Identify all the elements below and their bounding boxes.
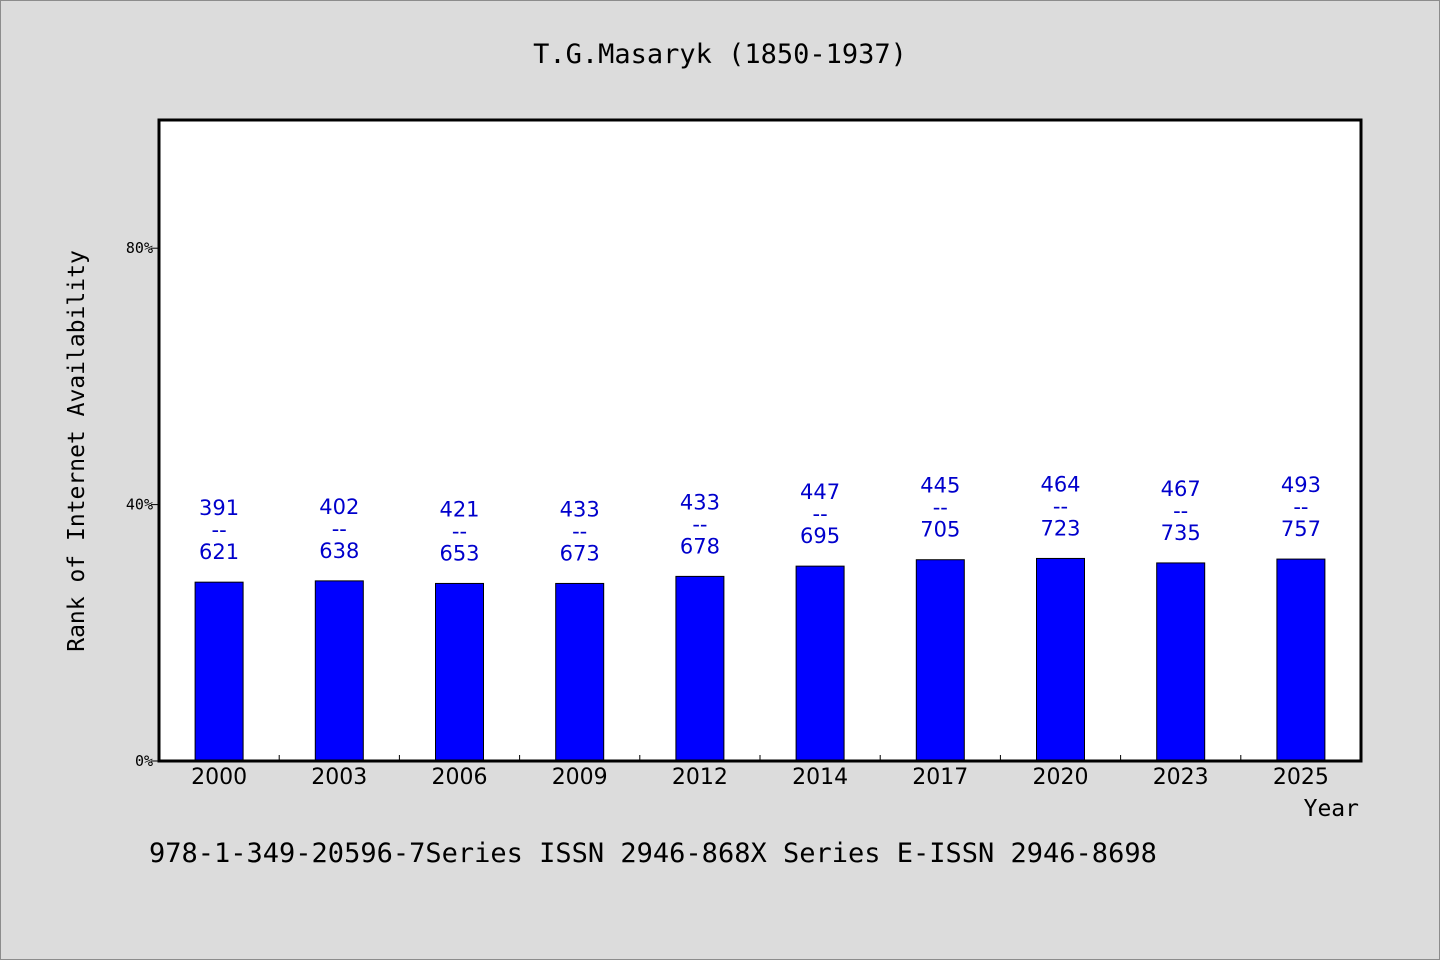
data-label-2014-top: 447 bbox=[800, 480, 840, 504]
x-tick-label-2003: 2003 bbox=[311, 765, 367, 790]
y-tick-label-0: 0% bbox=[135, 752, 153, 770]
data-label-2017-bottom: 705 bbox=[920, 518, 960, 542]
data-label-2023-top: 467 bbox=[1161, 477, 1201, 501]
x-tick-label-2017: 2017 bbox=[912, 765, 968, 790]
data-label-2009-sep: -- bbox=[572, 519, 587, 543]
bar-2020 bbox=[1036, 557, 1085, 762]
data-label-2017-sep: -- bbox=[933, 496, 948, 520]
bar-2000 bbox=[194, 581, 244, 762]
data-label-2006-bottom: 653 bbox=[439, 541, 479, 565]
y-axis-title: Rank of Internet Availability bbox=[64, 250, 90, 652]
x-tick-label-2020: 2020 bbox=[1033, 765, 1089, 790]
bar-2017 bbox=[915, 559, 965, 762]
data-label-2023-sep: -- bbox=[1173, 499, 1188, 523]
data-label-2023-bottom: 735 bbox=[1161, 521, 1201, 545]
bar-2006 bbox=[435, 582, 484, 762]
data-label-2009-bottom: 673 bbox=[560, 541, 600, 565]
x-tick-label-2023: 2023 bbox=[1153, 765, 1209, 790]
x-tick-label-2006: 2006 bbox=[432, 765, 488, 790]
x-tick-label-2025: 2025 bbox=[1273, 765, 1329, 790]
x-axis-title: Year bbox=[1304, 796, 1359, 822]
data-label-2014-sep: -- bbox=[813, 502, 828, 526]
data-labels: 391--621402--638421--653433--673433--678… bbox=[199, 472, 1321, 565]
data-label-2000-bottom: 621 bbox=[199, 540, 239, 564]
data-label-2012-bottom: 678 bbox=[680, 534, 720, 558]
plot-border bbox=[157, 118, 1363, 763]
bar-2009 bbox=[555, 582, 605, 762]
bar-2003 bbox=[314, 580, 364, 762]
data-label-2000-top: 391 bbox=[199, 496, 239, 520]
bar-2023 bbox=[1156, 562, 1206, 762]
data-label-2020-bottom: 723 bbox=[1040, 516, 1080, 540]
data-label-2006-top: 421 bbox=[439, 497, 479, 521]
x-tick-label-2014: 2014 bbox=[792, 765, 848, 790]
chart-title: T.G.Masaryk (1850-1937) bbox=[533, 39, 907, 70]
x-axis: 2000 2003 2006 2009 2012 2014 2017 2020 2023 2025 bbox=[191, 755, 1329, 790]
bar-2014 bbox=[795, 565, 845, 762]
data-label-2025-top: 493 bbox=[1281, 473, 1321, 497]
data-label-2000-sep: -- bbox=[212, 518, 227, 542]
bar-2012 bbox=[675, 575, 725, 762]
x-tick-label-2012: 2012 bbox=[672, 765, 728, 790]
data-label-2025-bottom: 757 bbox=[1281, 517, 1321, 541]
bars bbox=[194, 557, 1326, 762]
data-label-2020-top: 464 bbox=[1040, 472, 1080, 496]
y-tick-label-40: 40% bbox=[126, 496, 153, 514]
data-label-2012-sep: -- bbox=[692, 512, 707, 536]
y-tick-label-80: 80% bbox=[126, 239, 153, 257]
data-label-2003-sep: -- bbox=[332, 517, 347, 541]
data-label-2025-sep: -- bbox=[1293, 495, 1308, 519]
data-label-2006-sep: -- bbox=[452, 519, 467, 543]
bar-2025 bbox=[1276, 558, 1326, 762]
data-label-2012-top: 433 bbox=[680, 490, 720, 514]
data-label-2017-top: 445 bbox=[920, 474, 960, 498]
data-label-2020-sep: -- bbox=[1053, 494, 1068, 518]
footer-text: 978-1-349-20596-7Series ISSN 2946-868X S… bbox=[149, 838, 1157, 869]
data-label-2014-bottom: 695 bbox=[800, 524, 840, 548]
x-tick-label-2000: 2000 bbox=[191, 765, 247, 790]
y-axis: 0% 40% 80% bbox=[126, 239, 159, 770]
data-label-2003-bottom: 638 bbox=[319, 539, 359, 563]
data-label-2009-top: 433 bbox=[560, 497, 600, 521]
data-label-2003-top: 402 bbox=[319, 495, 359, 519]
x-tick-label-2009: 2009 bbox=[552, 765, 608, 790]
